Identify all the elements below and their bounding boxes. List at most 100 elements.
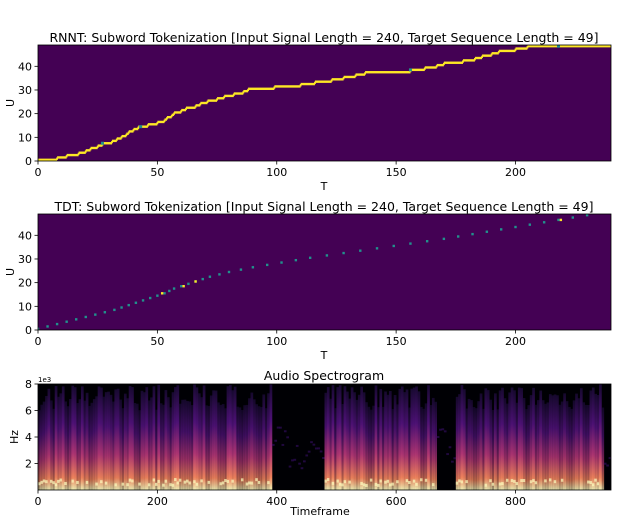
rnnt-path-segment [174,111,182,114]
spectrogram-frame-column [138,410,141,490]
spectrogram-frame-column [429,405,433,490]
x-tick-label: 600 [386,495,407,508]
spectrogram-frame-column [386,394,390,490]
spectrogram-formant [458,479,461,483]
spectrogram-frame-column [176,385,180,490]
spectrogram-noise [300,467,304,470]
spectrogram-formant [362,483,366,487]
spectrogram-frame-column [71,385,75,490]
spectrogram-formant [154,482,158,486]
spectrogram-formant [348,480,352,484]
spectrogram-noise [441,428,445,431]
spectrogram-formant [369,478,373,482]
rnnt-title: RNNT: Subword Tokenization [Input Signal… [49,30,598,45]
spectrogram-frame-column [353,392,356,490]
spectrogram-formant [257,480,261,484]
spectrogram-frame-column [589,390,593,490]
x-tick-label: 0 [35,166,42,179]
spectrogram-y-axis-label: Hz [8,430,21,444]
spectrogram-formant [52,481,56,485]
rnnt-path-segment [527,45,611,48]
x-tick-label: 50 [150,335,164,348]
spectrogram-frame-column [78,399,82,490]
spectrogram-frame-column [522,397,526,490]
rnnt-uncertain-cell [100,141,104,145]
spectrogram-frame-column [73,387,77,490]
spectrogram-frame-column [107,391,110,490]
spectrogram-frame-column [551,395,554,490]
tdt-alignment-point [442,237,446,241]
spectrogram-frame-column [360,386,363,490]
tdt-alignment-point [134,301,138,304]
spectrogram-frame-column [367,406,371,490]
spectrogram-frame-column [594,393,597,490]
spectrogram-frame-column [565,401,569,490]
spectrogram-formant [147,483,151,487]
spectrogram-frame-column [90,402,94,490]
spectrogram-formant [126,483,130,487]
spectrogram-frame-column [52,408,56,490]
rnnt-uncertain-cell [408,68,412,72]
tdt-alignment-point [571,216,574,219]
spectrogram-frame-column [517,387,521,490]
spectrogram-frame-column [229,385,232,490]
spectrogram-title: Audio Spectrogram [264,368,384,383]
y-tick-label: 20 [18,277,32,290]
spectrogram-frame-column [92,399,96,490]
spectrogram-formant [408,480,411,484]
spectrogram-formant [186,479,189,483]
rnnt-path-segment [443,61,463,64]
rnnt-path-segment [171,113,175,117]
spectrogram-formant [324,479,328,483]
spectrogram-frame-column [513,390,516,490]
rnnt-path-segment [243,89,249,93]
y-tick-label: 10 [18,131,32,144]
spectrogram-frame-column [64,401,67,490]
spectrogram-frame-column [534,404,538,490]
spectrogram-frame-column [214,390,218,490]
spectrogram-frame-column [355,399,359,490]
spectrogram-formant [365,483,368,487]
spectrogram-frame-column [116,388,120,490]
spectrogram-frame-column [369,409,373,490]
spectrogram-formant [331,481,335,485]
rnnt-path-step [166,117,168,120]
rnnt-path-segment [365,71,411,74]
spectrogram-formant [522,479,526,483]
spectrogram-frame-column [431,397,435,490]
spectrogram-frame-column [482,408,485,490]
spectrogram-frame-column [515,402,519,490]
spectrogram-noise [608,457,611,460]
tdt-alignment-point [294,258,298,262]
spectrogram-noise [286,436,289,439]
spectrogram-frame-column [238,407,242,490]
spectrogram-formant [193,480,196,484]
spectrogram-formant [415,482,418,486]
spectrogram-formant [114,483,118,487]
spectrogram-formant [95,482,98,486]
spectrogram-formant [455,481,459,485]
tdt-alignment-point [84,315,87,319]
spectrogram-frame-column [236,406,239,490]
spectrogram-frame-column [410,388,414,490]
rnnt-path-segment [147,123,158,126]
spectrogram-frame-column [575,393,578,490]
spectrogram-frame-column [202,385,206,490]
spectrogram-formant [162,483,165,487]
rnnt-path-segment [38,158,58,161]
y-tick-label: 8 [25,378,32,391]
rnnt-path-segment [491,52,499,55]
spectrogram-formant [245,482,249,486]
spectrogram-formant [169,483,172,487]
spectrogram-frame-column [121,408,125,490]
rnnt-path-segment [217,97,225,100]
spectrogram-frame-column [465,408,469,490]
rnnt-path-segment [78,151,86,154]
rnnt-path-segment [66,153,79,157]
tdt-x-axis-label: T [320,349,328,362]
spectrogram-frame-column [162,404,165,490]
spectrogram-frame-column [563,393,566,490]
x-tick-label: 200 [147,495,168,508]
rnnt-path-segment [164,118,167,121]
spectrogram-formant [38,482,41,486]
